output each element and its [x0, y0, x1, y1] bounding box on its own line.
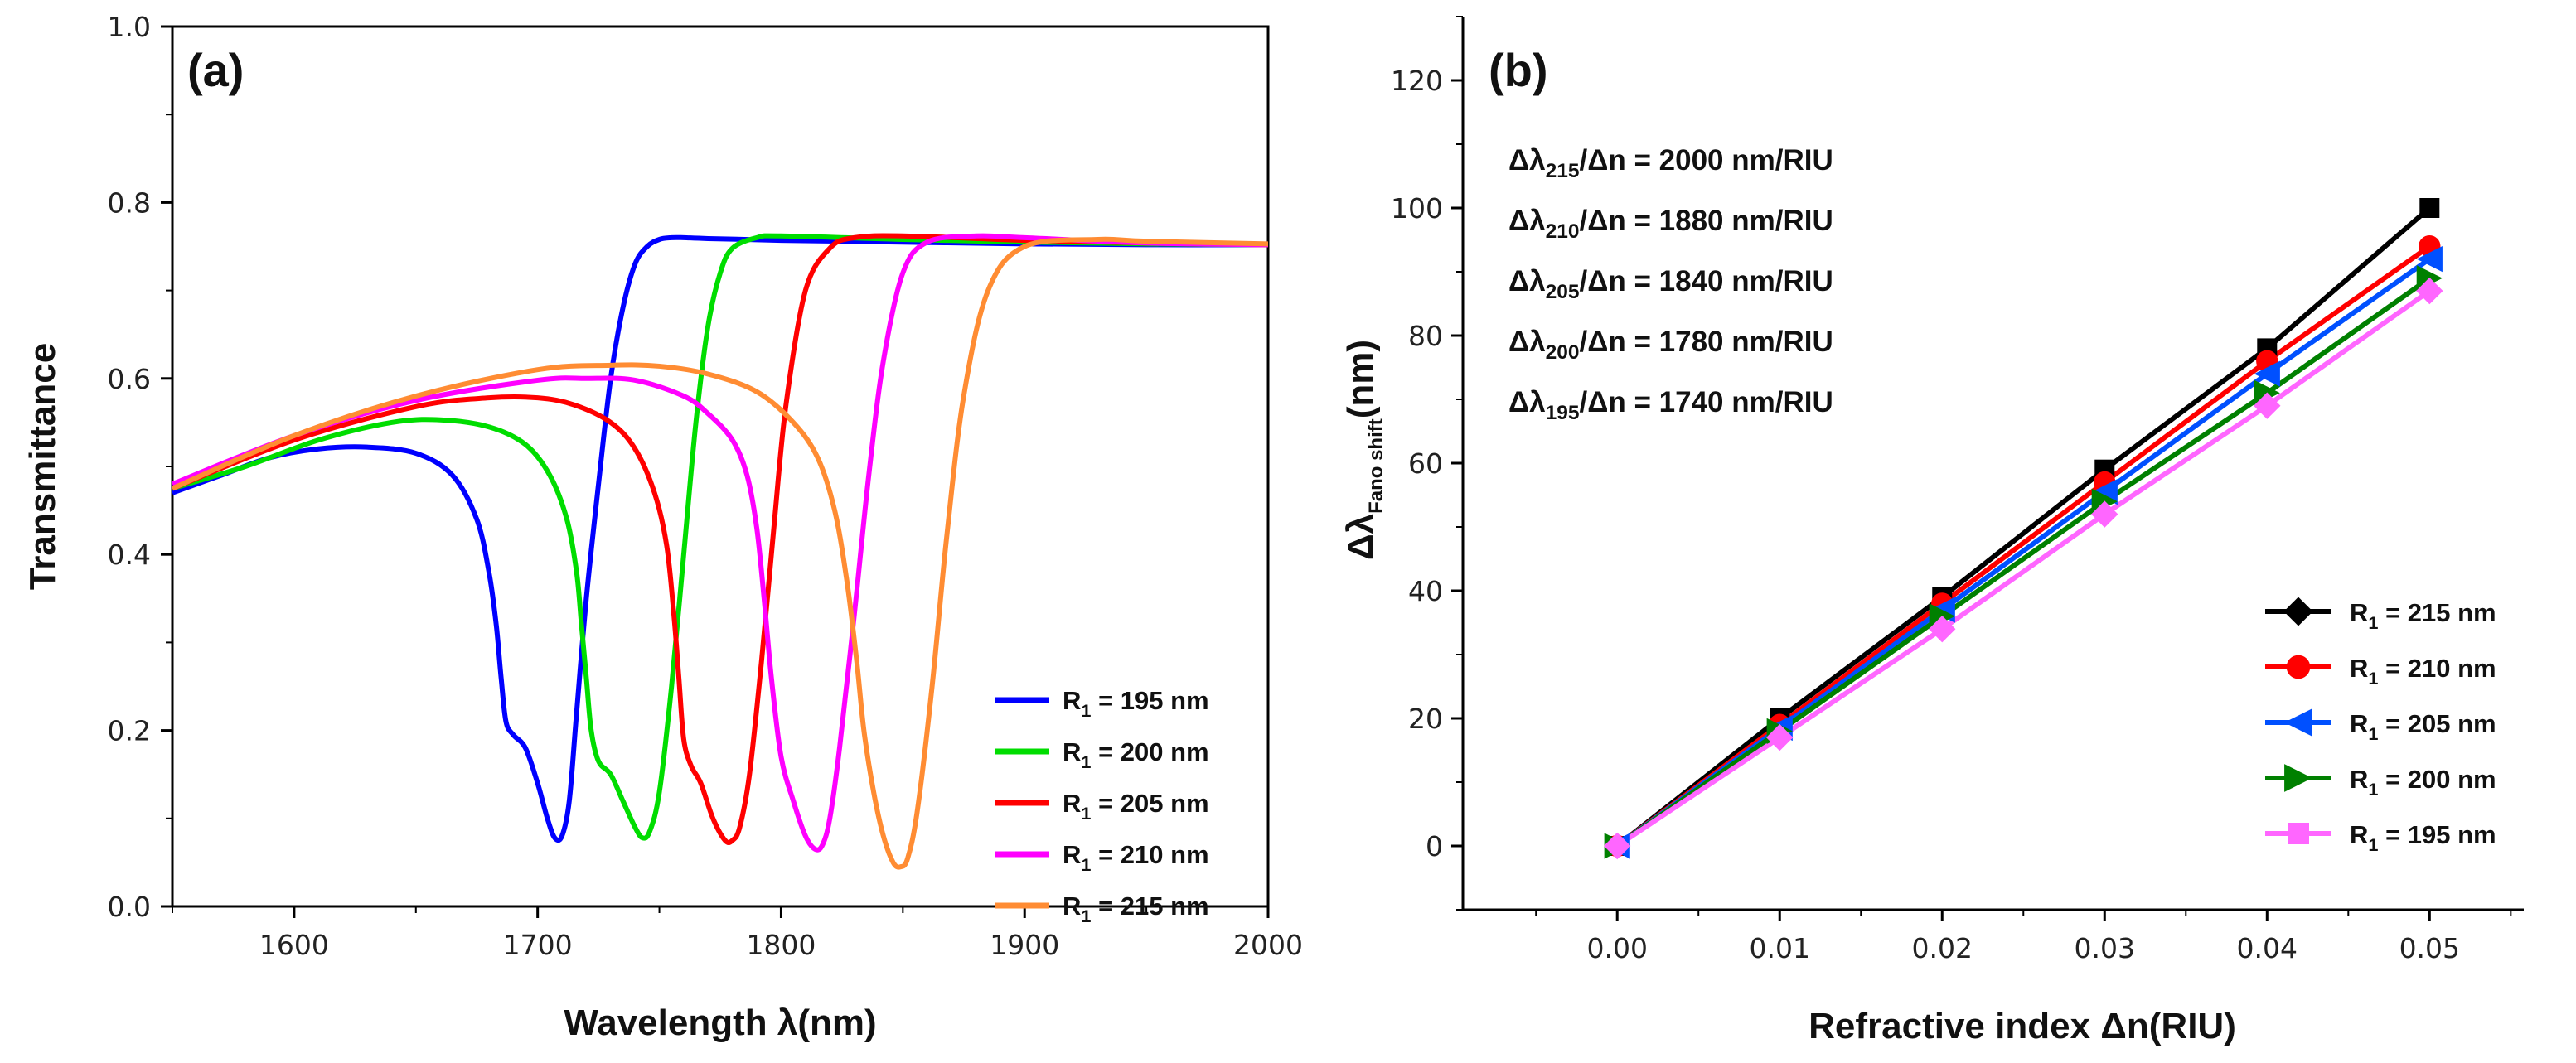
panel-b-data-point — [2416, 246, 2443, 273]
panel-b-legend-label: R1 = 195 nm — [2350, 820, 2496, 855]
panel-b-legend-label: R1 = 205 nm — [2350, 709, 2496, 744]
panel-a-x-tick-label: 1900 — [990, 929, 1059, 961]
panel-a-x-axis-label: Wavelength λ(nm) — [564, 1003, 876, 1043]
panel-b-legend-label: R1 = 215 nm — [2350, 598, 2496, 633]
panel-a-x-tick-label: 1700 — [503, 929, 573, 961]
panel-b-data-point — [1766, 723, 1794, 751]
panel-b-y-tick-label: 100 — [1391, 192, 1443, 225]
panel-b-data-point — [2419, 198, 2440, 218]
panel-b-x-tick-label: 0.02 — [1912, 932, 1973, 964]
panel-b-y-axis-label-sub: Fano shift — [1365, 418, 1387, 514]
panel-a-series-line-5 — [172, 236, 1268, 870]
panel-a-transmittance-chart: 1600 1700 1800 1900 2000 0.0 0.2 0.4 0.6 0.8 1.0 (… — [22, 11, 1303, 1043]
panel-a-legend-label: R1 = 195 nm — [1063, 686, 1209, 721]
panel-a-x-tick-label: 2000 — [1233, 929, 1303, 961]
panel-b-legend-marker — [2286, 655, 2311, 679]
panel-a-legend-label: R1 = 200 nm — [1063, 737, 1209, 772]
panel-b-legend-marker — [2284, 764, 2312, 792]
panel-a-x-tick-label: 1800 — [746, 929, 816, 961]
panel-a-y-tick-label: 0.4 — [108, 539, 151, 571]
panel-b-y-axis-label-main: Δλ — [1340, 514, 1381, 560]
panel-b-y-axis-label-rest: (nm) — [1340, 340, 1381, 418]
panel-a-y-tick-label: 0.0 — [108, 891, 151, 923]
panel-b-sensitivity-annotation: Δλ195/Δn = 1740 nm/RIU — [1508, 386, 1833, 424]
panel-a-legend-label: R1 = 210 nm — [1063, 840, 1209, 875]
panel-a-label: (a) — [187, 44, 244, 96]
panel-b-y-tick-label: 60 — [1408, 447, 1443, 480]
panel-b-legend-marker — [2283, 597, 2313, 626]
panel-b-data-point — [2091, 500, 2118, 528]
panel-b-y-tick-label: 20 — [1408, 703, 1443, 735]
panel-a-plot-frame — [171, 25, 1270, 908]
panel-a-legend-label: R1 = 205 nm — [1063, 789, 1209, 824]
panel-b-x-tick-label: 0.05 — [2399, 932, 2460, 964]
panel-b-y-tick-label: 120 — [1391, 65, 1443, 97]
panel-b-data-point — [2416, 277, 2443, 305]
panel-b-y-tick-label: 40 — [1408, 575, 1443, 607]
panel-b-x-axis-label: Refractive index Δn(RIU) — [1809, 1006, 2236, 1046]
panel-a-y-tick-label: 1.0 — [108, 11, 151, 43]
panel-b-data-point — [1604, 832, 1631, 860]
panel-a-legend: R1 = 195 nm R1 = 200 nm R1 = 205 nm R1 = 21… — [995, 686, 1209, 926]
panel-b-series-line-1 — [1615, 205, 2432, 848]
panel-b-sensitivity-annotation: Δλ210/Δn = 1880 nm/RIU — [1508, 205, 1833, 243]
panel-b-legend-marker — [2284, 708, 2312, 737]
panel-a-y-tick-label: 0.6 — [108, 363, 151, 395]
panel-a-series-line-2 — [172, 233, 1268, 841]
panel-a-y-tick-label: 0.2 — [108, 715, 151, 747]
panel-b-x-tick-label: 0.03 — [2075, 932, 2135, 964]
panel-b-x-tick-label: 0.04 — [2237, 932, 2298, 964]
panel-b-label: (b) — [1489, 44, 1548, 96]
panel-b-sensitivity-annotations: Δλ215/Δn = 2000 nm/RIU Δλ210/Δn = 1880 nm… — [1508, 144, 1833, 424]
panel-b-x-tick-label: 0.01 — [1749, 932, 1809, 964]
panel-b-y-tick-label: 0 — [1426, 830, 1443, 862]
panel-a-y-tick-label: 0.8 — [108, 186, 151, 219]
panel-b-sensitivity-annotation: Δλ215/Δn = 2000 nm/RIU — [1508, 144, 1833, 182]
panel-b-series-line-5 — [1615, 288, 2432, 848]
panel-a-legend-label: R1 = 215 nm — [1063, 891, 1209, 926]
panel-b-series-line-4 — [1615, 276, 2432, 848]
panel-b-x-tick-label: 0.00 — [1586, 932, 1647, 964]
panel-a-series-line-3 — [172, 233, 1268, 846]
panel-b-data-point — [2254, 360, 2280, 387]
panel-b-legend-label: R1 = 210 nm — [2350, 654, 2496, 689]
panel-a-y-axis-label: Transmittance — [22, 343, 63, 590]
panel-b-sensitivity-annotation: Δλ200/Δn = 1780 nm/RIU — [1508, 326, 1833, 364]
panel-b-legend-label: R1 = 200 nm — [2350, 765, 2496, 800]
panel-b-sensitivity-annotation: Δλ205/Δn = 1840 nm/RIU — [1508, 265, 1833, 303]
panel-b-data-point — [1929, 616, 1956, 643]
panel-b-legend: R1 = 215 nm R1 = 210 nm R1 = 205 nm R1 = 20… — [2265, 597, 2496, 855]
panel-b-data-point — [2254, 392, 2281, 419]
panel-b-y-axis-label: ΔλFano shift(nm) — [1340, 340, 1387, 560]
panel-b-y-tick-label: 80 — [1408, 320, 1443, 352]
panel-a-series-line-4 — [172, 233, 1268, 853]
panel-b-legend-marker — [2288, 823, 2309, 844]
panel-a-x-tick-label: 1600 — [259, 929, 329, 961]
